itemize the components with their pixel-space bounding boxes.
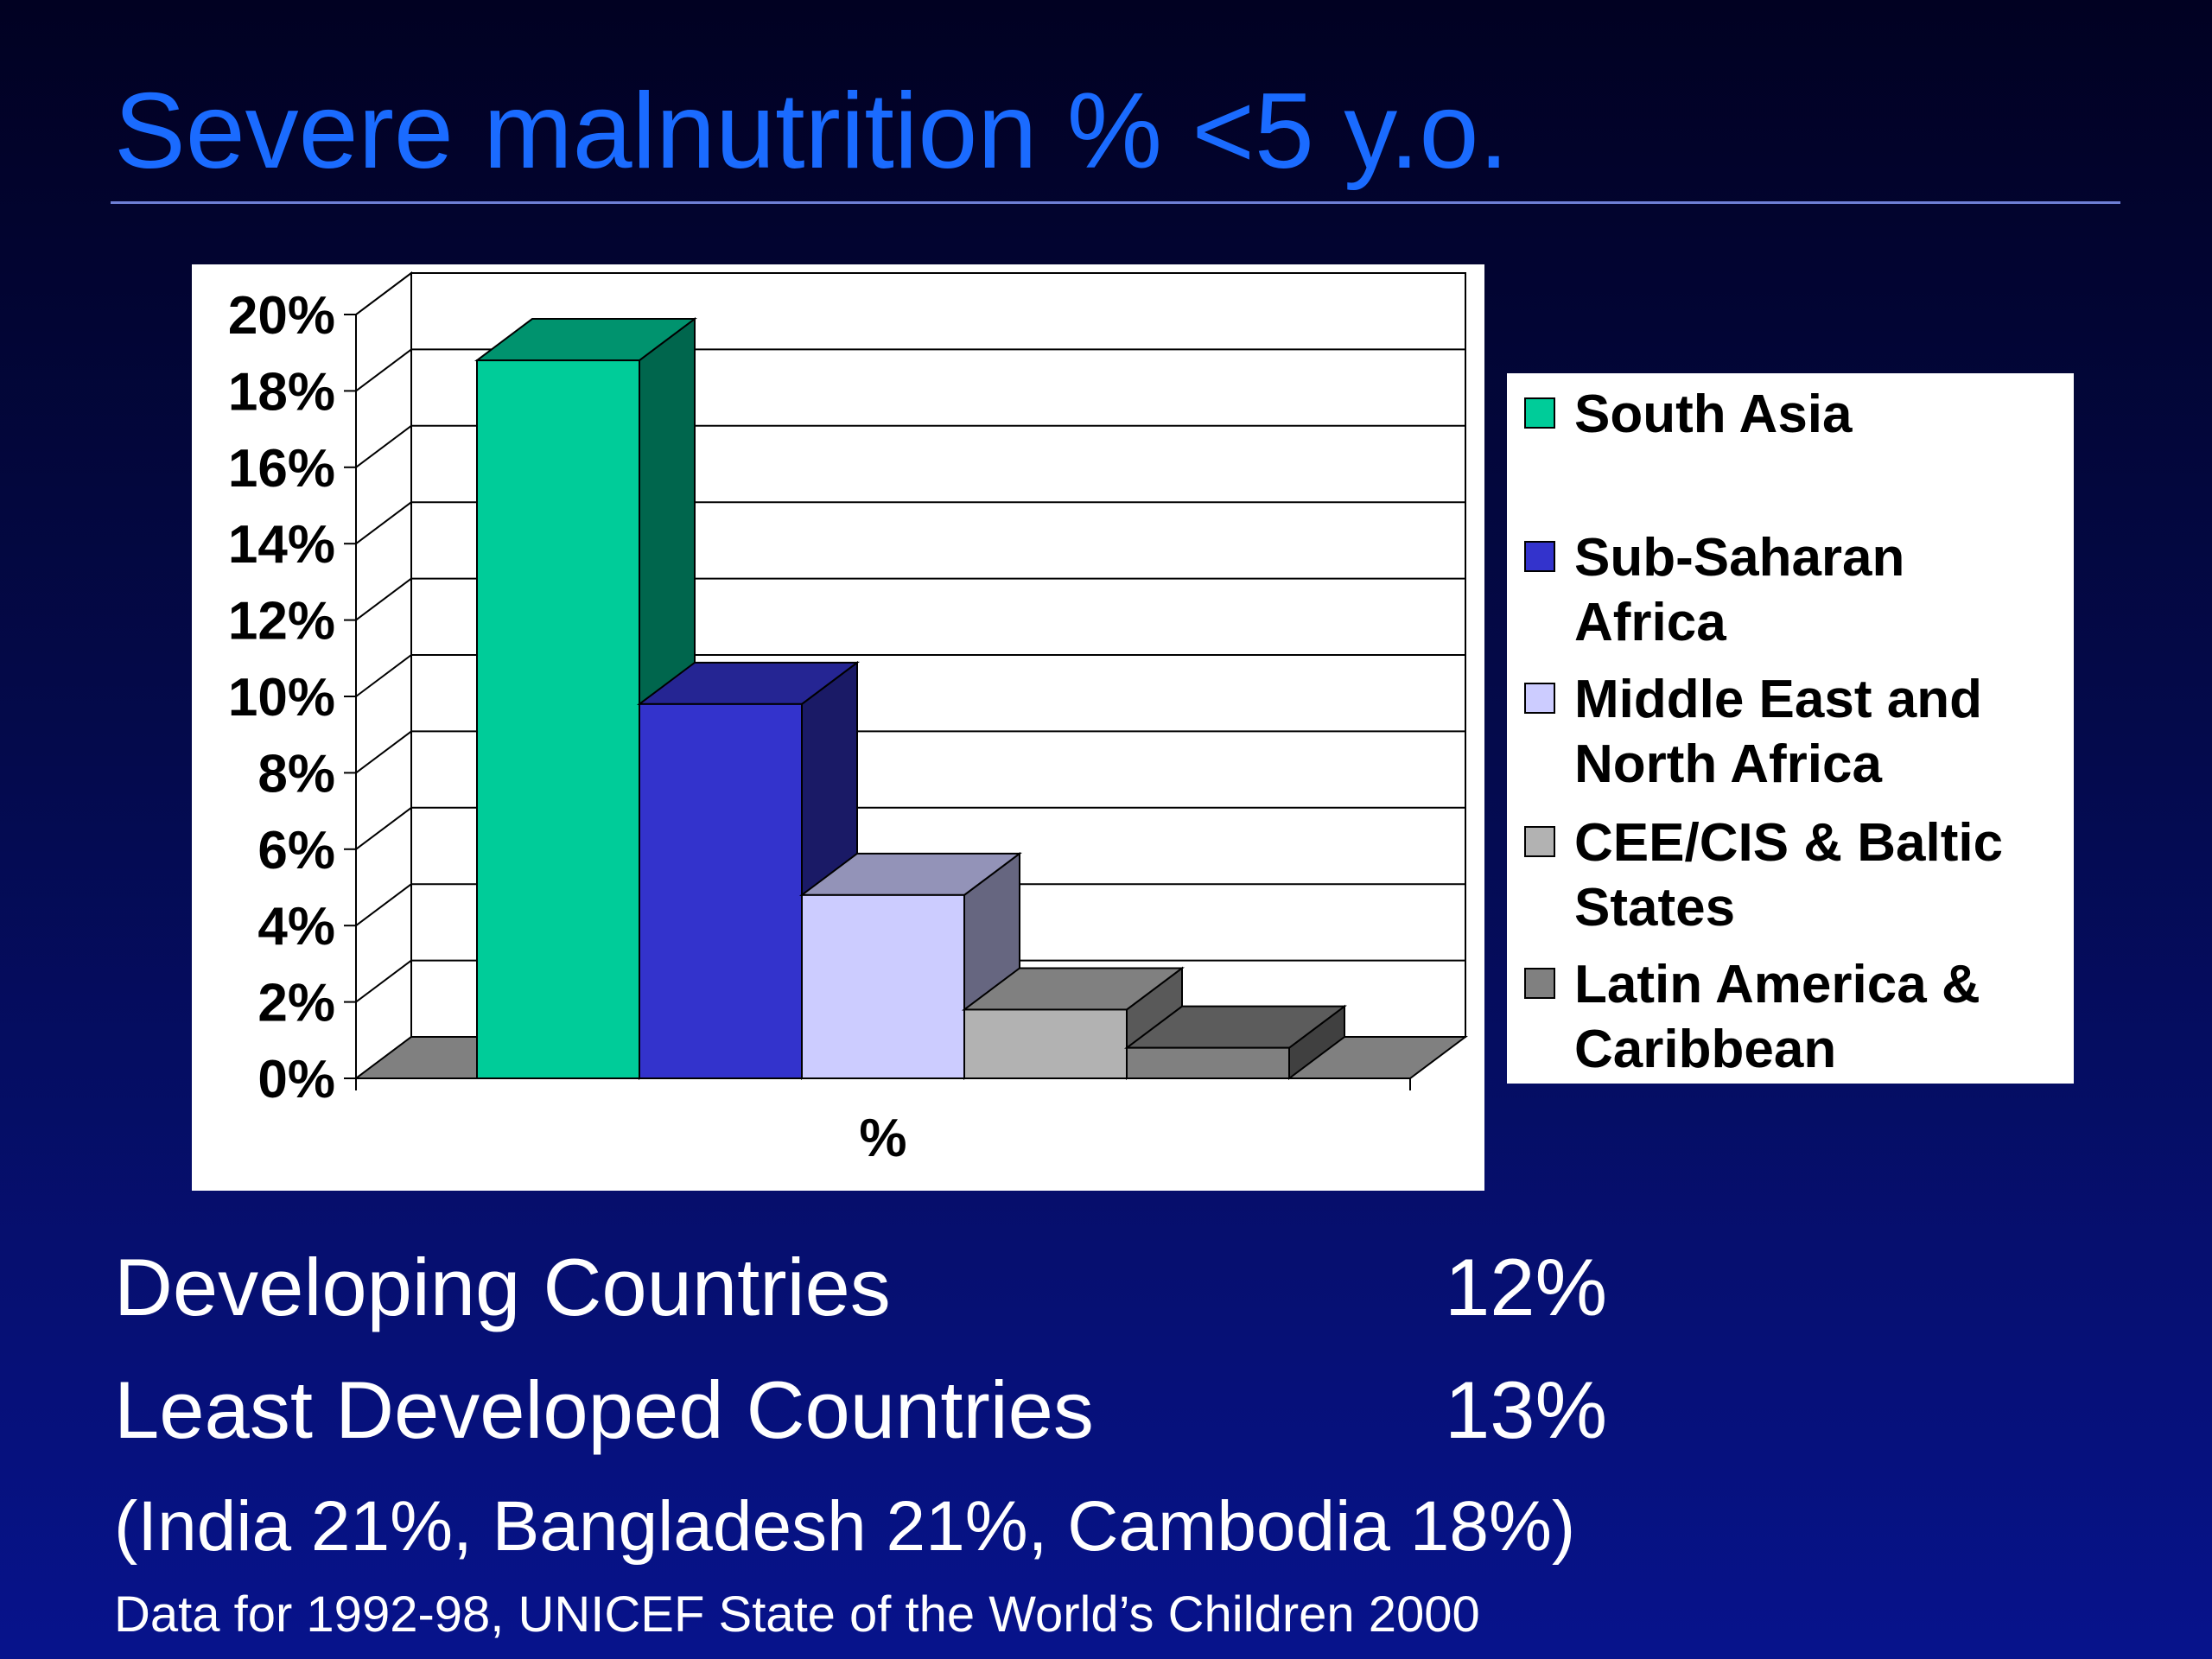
legend-item-sub-saharan-africa: Sub-Saharan Africa (1524, 525, 2069, 655)
gridline-side (355, 730, 412, 774)
y-tick-label: 6% (257, 821, 335, 880)
y-tick-label: 18% (228, 362, 335, 422)
bar-chart: 0% 2% 4% 6% 8% 10% 12% 14% 16% 18% 20%% (228, 271, 1468, 1168)
legend-item-south-asia: South Asia (1524, 382, 2069, 447)
source-citation: Data for 1992-98, UNICEF State of the Wo… (114, 1586, 1480, 1643)
gridline-side (355, 501, 412, 545)
bar-front (801, 893, 965, 1080)
title-divider (111, 201, 2120, 204)
gridline-side (355, 806, 412, 850)
gridline-side (355, 883, 412, 927)
y-tick-label: 4% (257, 897, 335, 957)
legend-label-line: CEE/CIS & Baltic (1574, 813, 2004, 873)
bar-latin-america-caribbean (1124, 1004, 1347, 1080)
bar-front (476, 359, 640, 1080)
gridline-side (355, 272, 412, 315)
bar-front (1126, 1046, 1290, 1080)
legend-item-latin-america-caribbean: Latin America & Caribbean (1524, 952, 2069, 1082)
legend-swatch (1524, 826, 1555, 857)
legend-label-line: Latin America & (1574, 955, 1980, 1014)
gridline-side (355, 654, 412, 697)
legend-label: Sub-Saharan Africa (1574, 528, 1905, 652)
gridline-side (355, 577, 412, 621)
stat-label: Least Developed Countries (114, 1364, 1094, 1455)
legend-swatch (1524, 683, 1555, 714)
y-tick-label: 16% (228, 439, 335, 499)
y-tick-label: 14% (228, 515, 335, 575)
y-tick-label: 20% (228, 286, 335, 346)
legend-swatch (1524, 397, 1555, 429)
bar-cee-cis-baltic-states (962, 966, 1185, 1080)
legend-label-line: Caribbean (1574, 1020, 1837, 1079)
stat-least-developed-countries: Least Developed Countries 13% (114, 1363, 1607, 1457)
stat-label: Developing Countries (114, 1242, 891, 1332)
chart-area: 0% 2% 4% 6% 8% 10% 12% 14% 16% 18% 20%% (192, 264, 1484, 1191)
y-tick-label: 8% (257, 744, 335, 804)
x-category-label: % (859, 1109, 906, 1168)
stat-developing-countries: Developing Countries 12% (114, 1241, 1607, 1334)
bar-front (639, 702, 803, 1079)
legend-item-middle-east-north-africa: Middle East and North Africa (1524, 667, 2069, 797)
legend-item-cee-cis-baltic: CEE/CIS & Baltic States (1524, 810, 2069, 940)
legend-label-line: States (1574, 878, 1736, 938)
legend-label-line: North Africa (1574, 734, 1882, 794)
stat-value: 13% (1445, 1364, 1608, 1455)
slide-title: Severe malnutrition % <5 y.o. (114, 72, 1509, 191)
y-tick-label: 0% (257, 1050, 335, 1109)
bar-front (963, 1008, 1128, 1079)
chart-legend: South Asia Sub-Saharan Africa Middle Eas… (1507, 373, 2074, 1084)
y-tick-label: 10% (228, 668, 335, 728)
y-tick-label: 12% (228, 592, 335, 652)
legend-swatch (1524, 541, 1555, 572)
gridline-side (355, 959, 412, 1003)
legend-label: South Asia (1574, 385, 1853, 444)
legend-label-line: Middle East and (1574, 670, 1982, 729)
gridline-side (355, 425, 412, 468)
stat-value: 12% (1445, 1242, 1608, 1332)
legend-swatch (1524, 968, 1555, 999)
gridline-side (355, 348, 412, 392)
country-note: (India 21%, Bangladesh 21%, Cambodia 18%… (114, 1487, 1576, 1566)
y-tick-label: 2% (257, 974, 335, 1033)
